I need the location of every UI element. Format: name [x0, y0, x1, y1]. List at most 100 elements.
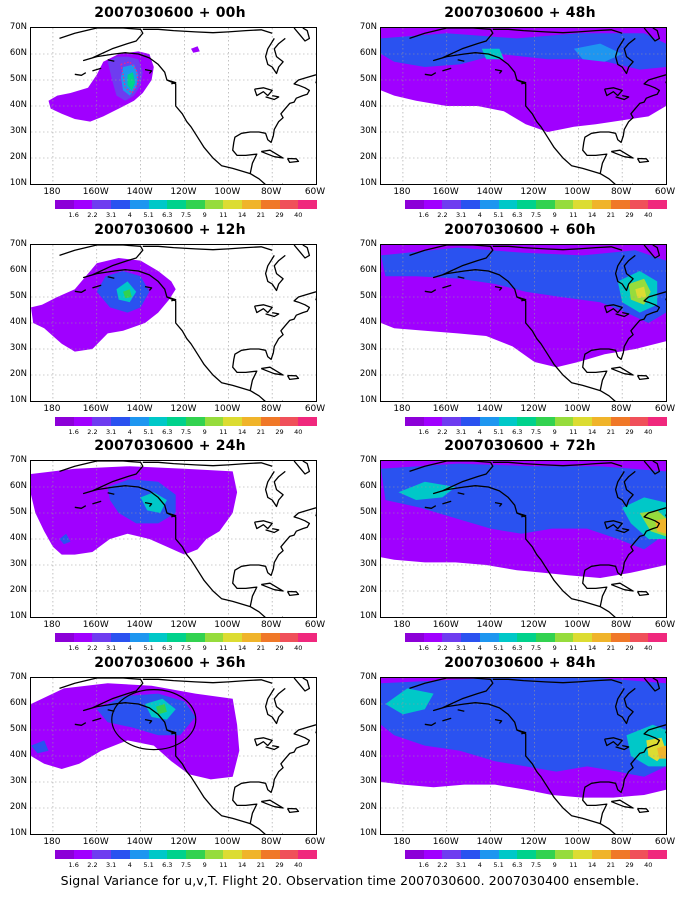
colorbar-swatch: [554, 417, 574, 426]
lat-lon-grid: [31, 678, 316, 834]
colorbar-swatch: [610, 417, 630, 426]
colorbar-tick-label: 14: [588, 861, 597, 869]
lon-tick-label: 180: [393, 404, 411, 414]
colorbar-tick-label: 11: [569, 644, 578, 652]
colorbar-tick-label: 6.3: [512, 428, 523, 436]
colorbar-swatch: [204, 200, 224, 209]
lon-tick-label: 160W: [82, 837, 109, 847]
colorbar-swatch: [573, 417, 593, 426]
colorbar-swatch: [279, 200, 299, 209]
lat-tick-label: 60N: [9, 265, 27, 275]
lon-tick-label: 100W: [214, 620, 241, 630]
colorbar-swatch: [242, 633, 261, 642]
lat-tick-label: 10N: [359, 178, 377, 188]
map-panel-p60: 2007030600 + 60h 70N 60N 50N 40N 30N 20N 10N 180…: [350, 222, 690, 437]
variance-shading: [31, 466, 238, 555]
lat-tick-label: 60N: [9, 698, 27, 708]
coastlines: [59, 678, 316, 834]
colorbar-swatch: [260, 850, 280, 859]
map-plot: [30, 677, 317, 835]
colorbar-swatch: [554, 200, 574, 209]
variance-region: [398, 481, 456, 500]
lon-tick-label: 140W: [476, 837, 503, 847]
lat-lon-grid: [31, 461, 316, 617]
colorbar-swatch: [592, 633, 611, 642]
colorbar-swatch: [629, 850, 649, 859]
lat-tick-label: 70N: [359, 239, 377, 249]
map-panel-p36: 2007030600 + 36h 70N 60N 50N 40N 30N 20N 10N 180…: [0, 655, 340, 870]
colorbar-tick-label: 14: [588, 428, 597, 436]
colorbar: [55, 200, 318, 209]
lat-tick-label: 40N: [9, 533, 27, 543]
lat-lon-grid: [31, 245, 316, 401]
colorbar-swatch: [186, 417, 205, 426]
colorbar-tick-label: 3.1: [105, 211, 117, 219]
colorbar-swatch: [186, 633, 205, 642]
colorbar-swatch: [111, 633, 130, 642]
panel-title: 2007030600 + 60h: [444, 222, 596, 238]
colorbar-swatch: [129, 850, 149, 859]
lon-tick-label: 80W: [610, 187, 632, 197]
colorbar-tick-label: 29: [625, 861, 634, 869]
colorbar-tick-label: 2.2: [437, 861, 448, 869]
colorbar-tick-label: 1.6: [68, 211, 79, 219]
lon-tick-label: 60W: [304, 837, 326, 847]
colorbar-swatch: [129, 633, 149, 642]
lon-tick-label: 80W: [260, 404, 282, 414]
colorbar-swatch: [536, 200, 555, 209]
colorbar-tick-label: 4: [477, 211, 482, 219]
colorbar-swatch: [279, 850, 299, 859]
colorbar-tick-label: 14: [588, 211, 597, 219]
colorbar-swatch: [167, 633, 187, 642]
lat-tick-label: 10N: [359, 611, 377, 621]
colorbar: [405, 417, 668, 426]
colorbar-swatch: [573, 200, 593, 209]
figure-caption: Signal Variance for u,v,T. Flight 20. Ob…: [60, 873, 640, 888]
colorbar-tick-label: 21: [256, 861, 265, 869]
lon-tick-label: 100W: [214, 187, 241, 197]
colorbar-tick-label: 3.1: [455, 211, 467, 219]
colorbar-swatch: [223, 417, 243, 426]
lon-tick-label: 100W: [214, 404, 241, 414]
colorbar-swatch: [461, 200, 480, 209]
variance-shading: [381, 28, 666, 132]
colorbar-swatch: [517, 200, 537, 209]
lon-tick-label: 100W: [214, 837, 241, 847]
map-plot: [30, 244, 317, 402]
lat-lon-grid: [31, 28, 316, 184]
lon-tick-label: 160W: [432, 620, 459, 630]
coastlines: [409, 245, 666, 401]
colorbar-tick-label: 21: [256, 644, 265, 652]
colorbar-tick-label: 6.3: [512, 861, 523, 869]
colorbar-swatch: [167, 417, 187, 426]
lon-tick-label: 60W: [654, 620, 676, 630]
lat-tick-label: 10N: [9, 828, 27, 838]
lat-tick-label: 60N: [9, 48, 27, 58]
lat-tick-label: 30N: [359, 559, 377, 569]
colorbar-tick-label: 40: [294, 644, 303, 652]
colorbar-tick-label: 7.5: [180, 211, 192, 219]
colorbar-tick-label: 40: [644, 211, 653, 219]
colorbar-tick-label: 1.6: [418, 644, 429, 652]
lat-tick-label: 60N: [9, 481, 27, 491]
colorbar-labels: 1.6 2.2 3.1 4 5.1 6.3 7.5 9 11 14 21 29 40: [55, 644, 317, 654]
colorbar-swatch: [223, 850, 243, 859]
colorbar-tick-label: 11: [569, 861, 578, 869]
colorbar-tick-label: 5.1: [493, 428, 504, 436]
colorbar-tick-label: 29: [275, 644, 284, 652]
colorbar-tick-label: 11: [569, 211, 578, 219]
colorbar: [405, 850, 668, 859]
lat-tick-label: 20N: [9, 802, 27, 812]
panel-title: 2007030600 + 24h: [94, 438, 246, 454]
colorbar-tick-label: 1.6: [68, 644, 79, 652]
colorbar-tick-label: 1.6: [68, 861, 79, 869]
colorbar: [55, 417, 318, 426]
colorbar-swatch: [204, 633, 224, 642]
colorbar-tick-label: 29: [625, 428, 634, 436]
lat-tick-label: 40N: [359, 100, 377, 110]
lat-tick-label: 60N: [359, 48, 377, 58]
lat-tick-label: 10N: [9, 178, 27, 188]
lat-tick-label: 60N: [359, 265, 377, 275]
lat-tick-label: 30N: [9, 343, 27, 353]
lon-tick-label: 120W: [170, 187, 197, 197]
